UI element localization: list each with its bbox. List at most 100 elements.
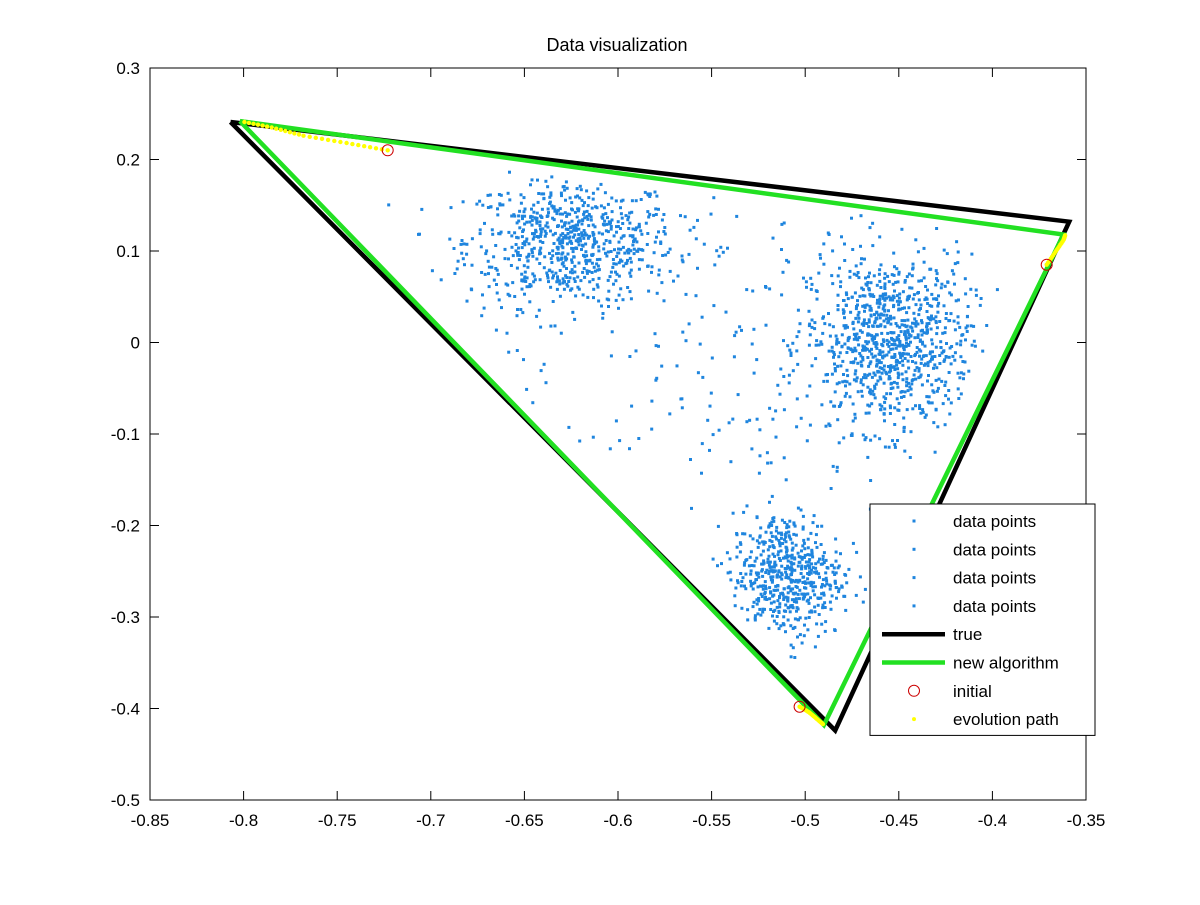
data-point — [950, 269, 954, 273]
data-point — [859, 214, 863, 218]
data-point — [800, 592, 804, 596]
data-point — [876, 379, 880, 383]
data-point — [453, 272, 457, 275]
data-point — [628, 211, 632, 215]
data-point — [904, 335, 908, 339]
data-point — [779, 549, 783, 553]
data-point — [524, 239, 528, 243]
data-point — [873, 386, 877, 390]
data-point — [546, 276, 550, 280]
data-point — [926, 361, 930, 365]
data-point — [577, 261, 581, 265]
data-point — [820, 592, 824, 596]
data-point — [861, 356, 865, 359]
data-point — [856, 313, 860, 317]
data-point — [881, 307, 885, 311]
data-point — [930, 304, 934, 308]
data-point — [832, 353, 836, 357]
data-point — [585, 271, 589, 275]
data-point — [520, 287, 524, 291]
data-point — [921, 328, 924, 332]
data-point — [848, 382, 852, 386]
data-point — [528, 220, 532, 224]
data-point — [770, 540, 774, 544]
data-point — [660, 218, 664, 222]
evolution-path-point — [260, 123, 265, 128]
data-point — [902, 430, 906, 433]
data-point — [844, 608, 848, 612]
data-point — [609, 270, 613, 274]
data-point — [710, 356, 714, 360]
data-point — [936, 279, 940, 283]
data-point — [796, 506, 800, 510]
data-point — [855, 273, 859, 277]
data-point — [537, 192, 541, 195]
data-point — [535, 216, 539, 220]
data-point — [655, 194, 659, 198]
data-point — [864, 276, 867, 280]
data-point — [805, 285, 808, 289]
data-point — [757, 599, 761, 603]
data-point — [812, 514, 816, 518]
data-point — [747, 564, 751, 568]
data-point — [806, 537, 810, 541]
data-point — [716, 524, 720, 528]
data-point — [748, 418, 752, 422]
data-point — [654, 213, 658, 216]
data-point — [578, 184, 582, 188]
data-point — [779, 624, 783, 628]
legend-item: data points — [912, 540, 1036, 559]
data-point — [904, 337, 908, 341]
data-point — [814, 289, 818, 293]
data-point — [456, 259, 460, 263]
data-point — [752, 371, 756, 375]
data-point — [817, 613, 821, 616]
data-point — [566, 232, 570, 235]
data-point — [863, 309, 866, 313]
data-point — [871, 293, 875, 297]
data-point — [559, 331, 563, 335]
data-point — [555, 287, 559, 291]
chart-title: Data visualization — [546, 35, 687, 55]
data-point — [523, 276, 527, 280]
data-point — [495, 283, 498, 286]
data-point — [875, 342, 879, 346]
data-point — [777, 611, 781, 614]
data-point — [887, 374, 891, 378]
data-point — [821, 606, 825, 610]
data-point — [774, 535, 778, 539]
data-point — [873, 321, 877, 325]
data-point — [897, 308, 901, 312]
data-point — [911, 378, 915, 382]
data-point — [961, 360, 965, 363]
data-point — [793, 568, 797, 572]
evolution-path-point — [362, 144, 367, 149]
data-point — [634, 228, 638, 232]
data-point — [546, 185, 550, 189]
data-point — [916, 250, 920, 254]
data-point — [789, 580, 793, 584]
data-point — [824, 620, 828, 624]
data-point — [883, 419, 886, 423]
data-point — [520, 246, 524, 250]
data-point — [755, 417, 759, 421]
data-point — [821, 562, 825, 566]
data-point — [510, 245, 514, 249]
data-point — [856, 320, 860, 324]
data-point — [485, 249, 489, 253]
data-point — [840, 345, 844, 349]
data-point — [585, 209, 589, 213]
data-point — [786, 599, 790, 603]
data-point — [726, 246, 729, 250]
data-point — [448, 237, 452, 241]
data-point — [887, 344, 891, 348]
data-point — [972, 324, 976, 328]
data-point — [882, 354, 886, 358]
data-point — [873, 354, 877, 358]
data-point — [936, 425, 940, 429]
data-point — [907, 381, 910, 385]
data-point — [882, 364, 886, 368]
data-point — [880, 404, 884, 408]
data-point — [562, 287, 566, 291]
data-point — [570, 260, 574, 264]
